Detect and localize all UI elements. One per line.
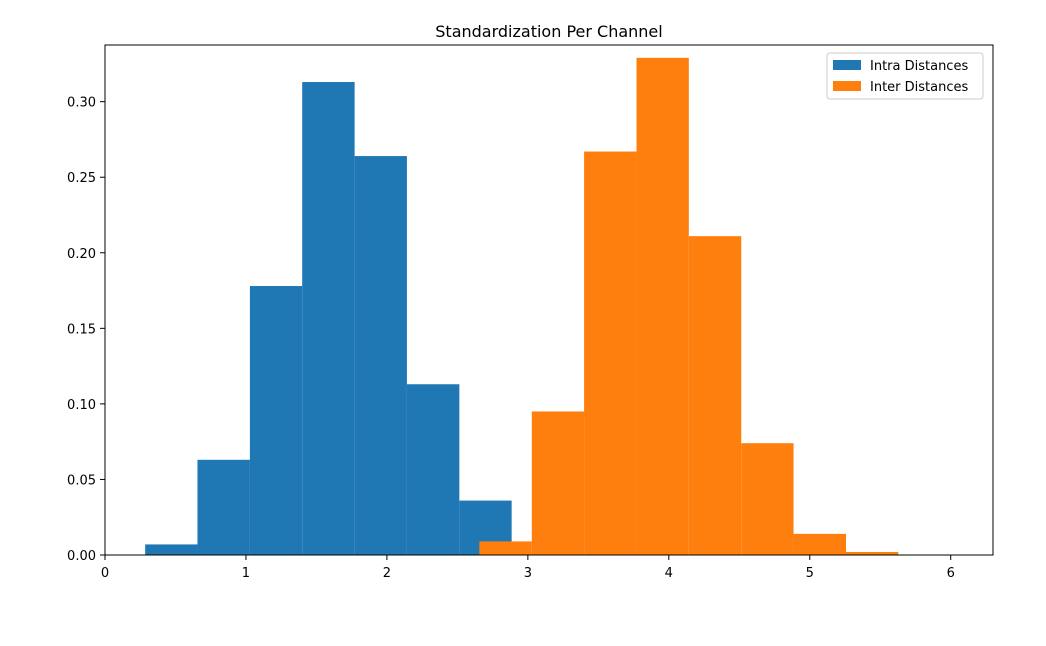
x-axis: 0 1 2 3 4 5 6	[101, 555, 955, 581]
y-tick-label: 0.20	[67, 247, 96, 262]
histogram-bar	[302, 82, 355, 556]
histogram-bar	[845, 551, 899, 555]
plot-frame	[104, 44, 994, 556]
x-tick-label: 5	[806, 566, 814, 581]
histogram-bar	[688, 236, 742, 555]
series-1	[145, 82, 512, 556]
histogram-bar	[741, 443, 794, 555]
legend: Intra Distances Inter Distances	[826, 52, 984, 100]
histogram-bar	[584, 151, 637, 556]
x-tick-label: 3	[524, 566, 532, 581]
y-tick-label: 0.00	[67, 549, 96, 564]
legend-swatch	[833, 81, 861, 91]
y-tick-label: 0.25	[67, 171, 96, 186]
y-tick-label: 0.10	[67, 398, 96, 413]
histogram-bar	[479, 541, 532, 555]
y-tick-label: 0.30	[67, 96, 96, 111]
legend-box	[826, 52, 984, 100]
y-tick-label: 0.05	[67, 473, 96, 488]
legend-swatch	[833, 60, 861, 70]
histogram-bar	[406, 384, 460, 555]
legend-label: Intra Distances	[870, 59, 968, 74]
bars-layer	[145, 57, 899, 556]
histogram-bar	[793, 533, 846, 555]
x-tick-label: 2	[383, 566, 391, 581]
histogram-bar	[249, 286, 303, 555]
histogram-bar	[197, 459, 250, 555]
x-tick-label: 6	[947, 566, 955, 581]
histogram-bar	[531, 411, 585, 555]
histogram-bar	[145, 544, 198, 555]
histogram-bar	[354, 156, 407, 556]
series-2	[479, 57, 899, 556]
x-tick-label: 1	[242, 566, 250, 581]
x-tick-label: 4	[665, 566, 673, 581]
histogram-bar	[636, 57, 689, 555]
y-axis: 0.00 0.05 0.10 0.15 0.20 0.25 0.30	[67, 96, 105, 564]
chart-title: Standardization Per Channel	[435, 22, 662, 41]
x-tick-label: 0	[101, 566, 109, 581]
legend-label: Inter Distances	[870, 80, 968, 95]
y-tick-label: 0.15	[67, 322, 96, 337]
